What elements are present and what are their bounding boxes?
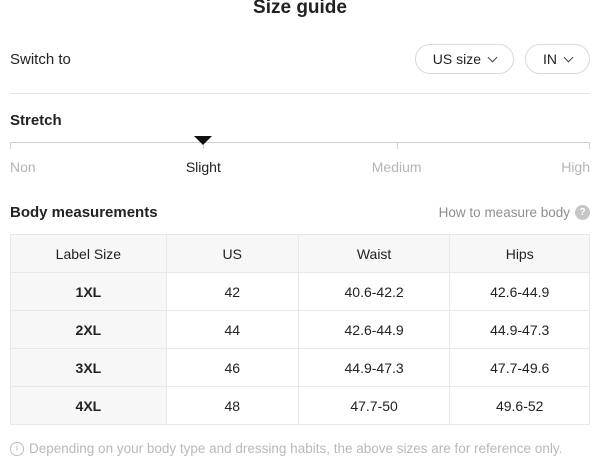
table-body: 1XL 42 40.6-42.2 42.6-44.9 2XL 44 42.6-44.9 44.…: [10, 272, 590, 425]
table-header-cell: US: [165, 234, 299, 273]
how-to-measure-label: How to measure body: [438, 205, 570, 220]
stretch-heading: Stretch: [10, 112, 62, 129]
stretch-option-high: High: [561, 159, 590, 175]
table-header-cell: Hips: [449, 234, 590, 273]
table-cell: 1XL: [10, 272, 167, 311]
table-row: 1XL 42 40.6-42.2 42.6-44.9: [10, 272, 590, 311]
body-measurements-row: Body measurements How to measure body: [10, 204, 590, 221]
table-cell: 48: [165, 386, 299, 425]
table-cell: 47.7-50: [297, 386, 451, 425]
table-header-cell: Waist: [297, 234, 451, 273]
tick-mark: [203, 142, 205, 149]
switch-row: Switch to US size IN: [10, 44, 590, 74]
how-to-measure-link[interactable]: How to measure body: [439, 205, 590, 220]
switch-to-label: Switch to: [10, 50, 71, 68]
stretch-indicator-track: [10, 136, 590, 149]
table-cell: 40.6-42.2: [297, 272, 451, 311]
stretch-option-slight: Slight: [185, 159, 221, 175]
chevron-down-icon: [563, 52, 574, 62]
table-row: 2XL 44 42.6-44.9 44.9-47.3: [10, 310, 590, 349]
footer-note-text: Depending on your body type and dressing…: [29, 441, 563, 456]
table-cell: 46: [165, 348, 299, 387]
table-cell: 42: [165, 272, 299, 311]
size-table: Label Size US Waist Hips 1XL 42 40.6-42.2 42.6…: [10, 234, 590, 425]
tick-mark: [10, 142, 11, 149]
table-row: 3XL 46 44.9-47.3 47.7-49.6: [10, 348, 590, 387]
table-row: 4XL 48 47.7-50 49.6-52: [10, 386, 590, 425]
tick-mark: [589, 142, 590, 149]
tick-mark: [396, 142, 398, 149]
table-header-row: Label Size US Waist Hips: [10, 234, 590, 273]
table-cell: 47.7-49.6: [449, 348, 590, 387]
table-cell: 42.6-44.9: [297, 310, 451, 349]
table-cell: 49.6-52: [449, 386, 590, 425]
table-cell: 3XL: [10, 348, 167, 387]
table-cell: 42.6-44.9: [449, 272, 590, 311]
table-cell: 2XL: [10, 310, 167, 349]
size-system-value: US size: [432, 51, 481, 67]
stretch-option-medium: Medium: [371, 159, 422, 175]
unit-value: IN: [543, 51, 557, 67]
divider: [10, 93, 590, 94]
question-mark-icon: [575, 205, 590, 220]
stretch-labels: Non Slight Medium High: [10, 159, 590, 176]
info-icon: [10, 441, 24, 456]
unit-dropdown[interactable]: IN: [525, 44, 590, 74]
table-cell: 44.9-47.3: [449, 310, 590, 349]
stretch-marker-triangle-icon: [194, 136, 213, 145]
table-cell: 44: [165, 310, 299, 349]
stretch-option-non: Non: [10, 159, 36, 175]
size-system-dropdown[interactable]: US size: [414, 44, 514, 74]
table-cell: 4XL: [10, 386, 167, 425]
chevron-down-icon: [487, 52, 498, 62]
page-title: Size guide: [253, 0, 347, 18]
footer-note: Depending on your body type and dressing…: [10, 441, 590, 456]
body-measurements-heading: Body measurements: [10, 204, 158, 221]
table-header-cell: Label Size: [10, 234, 167, 273]
dropdown-group: US size IN: [414, 44, 590, 74]
table-cell: 44.9-47.3: [297, 348, 451, 387]
